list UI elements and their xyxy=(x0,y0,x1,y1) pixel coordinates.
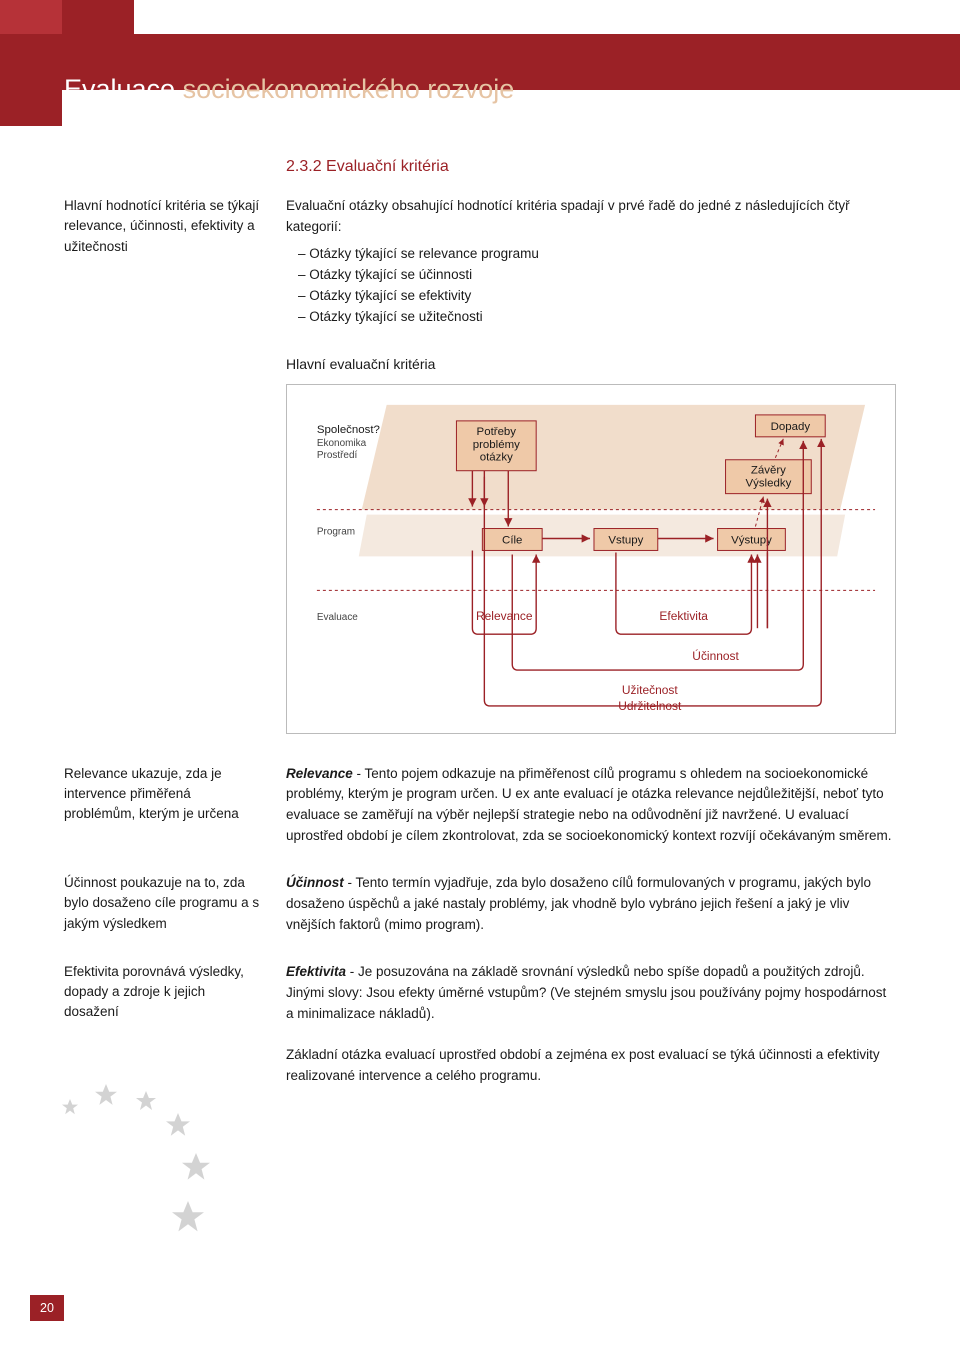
body-text: - Tento pojem odkazuje na přiměřenost cí… xyxy=(286,766,892,844)
page-title: Evaluace socioekonomického rozvoje xyxy=(64,74,514,105)
label-spolecnost: Společnost? xyxy=(317,423,380,435)
svg-text:Vstupy: Vstupy xyxy=(608,534,643,546)
label-program: Program xyxy=(317,526,355,537)
header-decor-2 xyxy=(62,0,134,34)
intro-lead: Evaluační otázky obsahující hodnotící kr… xyxy=(286,196,896,238)
svg-text:Závěry: Závěry xyxy=(751,464,786,476)
term: Účinnost xyxy=(286,875,344,890)
closing-paragraph: Základní otázka evaluací uprostřed obdob… xyxy=(286,1045,896,1087)
block-sidebar: Účinnost poukazuje na to, zda bylo dosaž… xyxy=(64,873,260,936)
star-cluster-icon xyxy=(20,1077,220,1277)
term: Efektivita xyxy=(286,964,346,979)
bullet: Otázky týkající se efektivity xyxy=(298,286,896,307)
intro-bullets: Otázky týkající se relevance programu Ot… xyxy=(298,244,896,328)
bullet: Otázky týkající se užitečnosti xyxy=(298,307,896,328)
label-efektivita: Efektivita xyxy=(659,609,708,623)
svg-text:problémy: problémy xyxy=(473,438,520,450)
header-decor-1 xyxy=(0,0,62,34)
body-text: - Je posuzována na základě srovnání výsl… xyxy=(286,964,886,1021)
label-prostredi: Prostředí xyxy=(317,449,358,460)
label-ucinnost: Účinnost xyxy=(692,648,739,663)
section-number: 2.3.2 Evaluační kritéria xyxy=(286,158,896,176)
label-uzitecnost: Užitečnost xyxy=(622,683,678,697)
intro-sidebar: Hlavní hodnotící kritéria se týkají rele… xyxy=(64,196,260,328)
svg-text:Výsledky: Výsledky xyxy=(745,477,791,489)
evaluation-criteria-diagram: Společnost? Ekonomika Prostředí Program … xyxy=(286,384,896,734)
block-ucinnost: Účinnost poukazuje na to, zda bylo dosaž… xyxy=(64,873,896,936)
label-ekonomika: Ekonomika xyxy=(317,437,367,448)
diagram-title: Hlavní evaluační kritéria xyxy=(286,356,896,372)
svg-text:Dopady: Dopady xyxy=(771,420,811,432)
label-udrzitelnost: Udržitelnost xyxy=(618,698,682,712)
bullet: Otázky týkající se účinnosti xyxy=(298,265,896,286)
content: 2.3.2 Evaluační kritéria Hlavní hodnotíc… xyxy=(64,158,896,1087)
svg-text:Potřeby: Potřeby xyxy=(477,425,517,437)
block-efektivita: Efektivita porovnává výsledky, dopady a … xyxy=(64,962,896,1025)
svg-text:otázky: otázky xyxy=(480,451,513,463)
block-body: Účinnost - Tento termín vyjadřuje, zda b… xyxy=(286,873,896,936)
header-band: Evaluace socioekonomického rozvoje xyxy=(0,34,960,90)
term: Relevance xyxy=(286,766,353,781)
page-number: 20 xyxy=(30,1295,64,1321)
diagram-svg: Společnost? Ekonomika Prostředí Program … xyxy=(287,385,895,734)
header-decor-3 xyxy=(0,90,62,126)
page: Evaluace socioekonomického rozvoje 2.3.2… xyxy=(0,0,960,1351)
block-body: Efektivita - Je posuzována na základě sr… xyxy=(286,962,896,1025)
body-text: - Tento termín vyjadřuje, zda bylo dosaž… xyxy=(286,875,871,932)
intro-row: Hlavní hodnotící kritéria se týkají rele… xyxy=(64,196,896,328)
title-highlight: socioekonomického rozvoje xyxy=(183,74,515,104)
bullet: Otázky týkající se relevance programu xyxy=(298,244,896,265)
block-sidebar: Efektivita porovnává výsledky, dopady a … xyxy=(64,962,260,1025)
block-sidebar: Relevance ukazuje, zda je intervence při… xyxy=(64,764,260,848)
intro-main: Evaluační otázky obsahující hodnotící kr… xyxy=(286,196,896,328)
block-relevance: Relevance ukazuje, zda je intervence při… xyxy=(64,764,896,848)
title-plain: Evaluace xyxy=(64,74,183,104)
label-evaluace: Evaluace xyxy=(317,612,358,623)
svg-text:Cíle: Cíle xyxy=(502,534,522,546)
page-number-value: 20 xyxy=(40,1301,54,1315)
svg-text:Výstupy: Výstupy xyxy=(731,534,772,546)
block-body: Relevance - Tento pojem odkazuje na přim… xyxy=(286,764,896,848)
